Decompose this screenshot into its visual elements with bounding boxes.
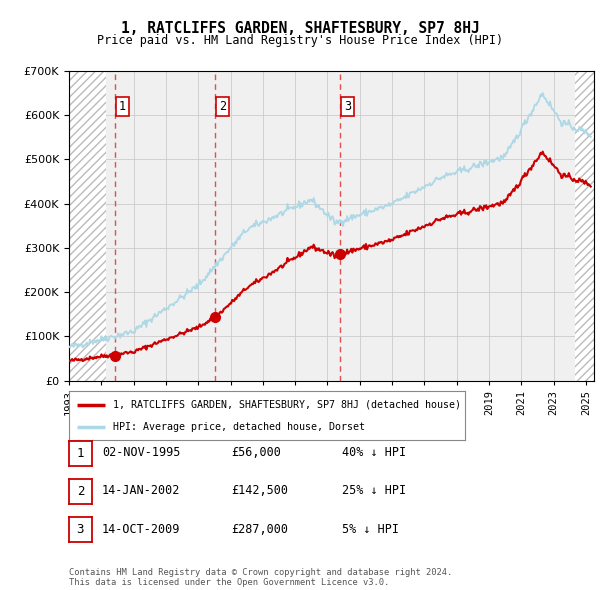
Text: Price paid vs. HM Land Registry's House Price Index (HPI): Price paid vs. HM Land Registry's House … bbox=[97, 34, 503, 47]
Text: HPI: Average price, detached house, Dorset: HPI: Average price, detached house, Dors… bbox=[113, 422, 365, 432]
Text: 02-NOV-1995: 02-NOV-1995 bbox=[102, 446, 181, 459]
Text: 2: 2 bbox=[219, 100, 226, 113]
Text: £142,500: £142,500 bbox=[231, 484, 288, 497]
Text: 14-OCT-2009: 14-OCT-2009 bbox=[102, 523, 181, 536]
Text: £56,000: £56,000 bbox=[231, 446, 281, 459]
Text: 1: 1 bbox=[77, 447, 84, 460]
Text: 1, RATCLIFFS GARDEN, SHAFTESBURY, SP7 8HJ: 1, RATCLIFFS GARDEN, SHAFTESBURY, SP7 8H… bbox=[121, 21, 479, 35]
Text: 1, RATCLIFFS GARDEN, SHAFTESBURY, SP7 8HJ (detached house): 1, RATCLIFFS GARDEN, SHAFTESBURY, SP7 8H… bbox=[113, 399, 461, 409]
Text: 3: 3 bbox=[344, 100, 352, 113]
Text: 2: 2 bbox=[77, 485, 84, 498]
Text: Contains HM Land Registry data © Crown copyright and database right 2024.
This d: Contains HM Land Registry data © Crown c… bbox=[69, 568, 452, 587]
Text: 25% ↓ HPI: 25% ↓ HPI bbox=[342, 484, 406, 497]
Text: 40% ↓ HPI: 40% ↓ HPI bbox=[342, 446, 406, 459]
Text: £287,000: £287,000 bbox=[231, 523, 288, 536]
Text: 1: 1 bbox=[119, 100, 126, 113]
Text: 14-JAN-2002: 14-JAN-2002 bbox=[102, 484, 181, 497]
Text: 5% ↓ HPI: 5% ↓ HPI bbox=[342, 523, 399, 536]
Text: 3: 3 bbox=[77, 523, 84, 536]
